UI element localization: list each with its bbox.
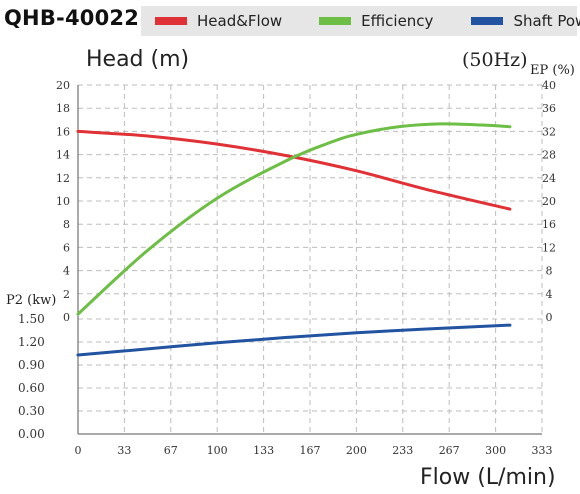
legend-swatch-shaft-power — [471, 17, 504, 25]
efficiency-tick-label: 8 — [546, 265, 553, 278]
head-tick-label: 14 — [56, 149, 70, 162]
legend-swatch-head-flow — [155, 17, 187, 25]
head-tick-label: 16 — [56, 125, 70, 138]
head-tick-label: 2 — [63, 288, 70, 301]
legend: Head&Flow Efficiency Shaft Power — [141, 6, 580, 36]
efficiency-tick-label: 16 — [542, 218, 556, 231]
legend-item-head-flow: Head&Flow — [155, 12, 282, 30]
x-tick-label: 267 — [439, 444, 460, 457]
head-tick-label: 8 — [63, 218, 70, 231]
x-tick-label: 133 — [253, 444, 274, 457]
legend-label-efficiency: Efficiency — [361, 12, 434, 30]
efficiency-tick-label: 40 — [542, 79, 556, 92]
power-axis-title: P2 (kw) — [6, 293, 56, 308]
x-tick-label: 0 — [75, 444, 82, 457]
efficiency-tick-label: 24 — [542, 172, 556, 185]
frequency-label: (50Hz) — [462, 49, 528, 71]
efficiency-tick-label: 12 — [542, 241, 556, 254]
series-line-efficiency — [76, 122, 512, 316]
power-tick-label: 1.20 — [18, 335, 45, 349]
series-layer — [76, 122, 512, 357]
power-tick-label: 0.30 — [18, 404, 45, 418]
legend-item-efficiency: Efficiency — [319, 12, 433, 30]
flow-axis-title: Flow (L/min) — [420, 465, 556, 490]
x-tick-label: 233 — [392, 444, 413, 457]
efficiency-tick-label: 20 — [542, 195, 556, 208]
legend-swatch-efficiency — [319, 17, 352, 25]
power-tick-label: 0.00 — [18, 427, 45, 441]
efficiency-tick-label: 36 — [542, 102, 556, 115]
axis-layer: 0 33 67 100 133 167 200 233 267 300 33302468101214… — [18, 79, 556, 457]
head-tick-label: 4 — [63, 265, 70, 278]
efficiency-tick-label: 28 — [542, 149, 556, 162]
efficiency-tick-label: 4 — [546, 288, 553, 301]
x-tick-label: 200 — [346, 444, 367, 457]
x-tick-label: 33 — [117, 444, 131, 457]
x-tick-label: 300 — [485, 444, 506, 457]
head-tick-label: 10 — [56, 195, 70, 208]
x-tick-label: 167 — [300, 444, 321, 457]
x-tick-label: 333 — [532, 444, 553, 457]
legend-item-shaft-power: Shaft Power — [471, 12, 580, 30]
legend-label-shaft-power: Shaft Power — [513, 12, 580, 30]
legend-label-head-flow: Head&Flow — [197, 12, 283, 30]
head-tick-label: 20 — [56, 79, 70, 92]
head-tick-label: 0 — [63, 311, 70, 324]
efficiency-tick-label: 32 — [542, 125, 556, 138]
x-tick-label: 67 — [164, 444, 178, 457]
power-tick-label: 0.60 — [18, 381, 45, 395]
head-axis-title: Head (m) — [86, 47, 189, 72]
series-line-head-flow — [76, 129, 512, 211]
head-tick-label: 18 — [56, 102, 70, 115]
head-tick-label: 12 — [56, 172, 70, 185]
head-tick-label: 6 — [63, 241, 70, 254]
power-tick-label: 0.90 — [18, 358, 45, 372]
x-tick-label: 100 — [207, 444, 228, 457]
ep-axis-title: EP (%) — [530, 63, 575, 78]
label-layer: Head (m) (50Hz) EP (%) P2 (kw) Flow (L/m… — [6, 47, 575, 490]
grid-layer — [78, 84, 543, 434]
series-line-shaft-power — [76, 323, 512, 357]
efficiency-tick-label: 0 — [546, 311, 553, 324]
model-title: QHB-40022 — [4, 6, 140, 30]
power-tick-label: 1.50 — [18, 312, 45, 326]
